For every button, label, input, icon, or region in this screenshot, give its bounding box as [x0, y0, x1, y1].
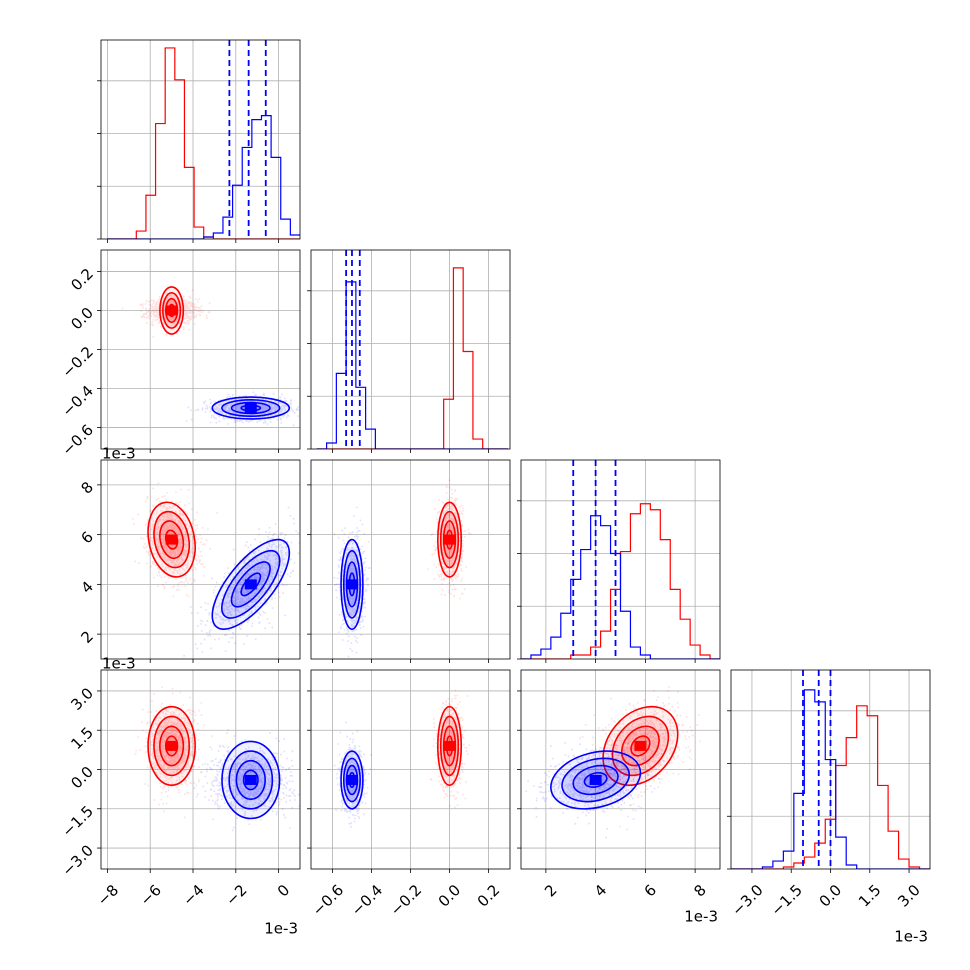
x-tick-label: 2 — [541, 881, 560, 900]
panel-frame — [730, 669, 931, 870]
panel-frame — [100, 39, 301, 240]
scatter-points-red — [579, 686, 701, 828]
y-tick-label: 8 — [78, 478, 97, 497]
y-tick-label: −1.5 — [59, 802, 97, 840]
x-tick-label: −0.2 — [387, 881, 425, 919]
density-peak-blue — [244, 579, 257, 590]
x-tick-label: −6 — [137, 881, 165, 909]
x-tick-label: −0.6 — [309, 881, 347, 919]
y-tick-label: 1.5 — [67, 724, 97, 754]
histogram-blue — [316, 281, 509, 449]
y-tick-label: −0.4 — [59, 382, 97, 420]
scale-factor-label: 1e-3 — [894, 928, 928, 946]
hist-panel-p1 — [307, 249, 511, 453]
x-tick-label: −1.5 — [767, 881, 805, 919]
histogram-blue — [521, 515, 720, 659]
panel-frame — [520, 459, 721, 660]
histogram-red — [521, 503, 720, 659]
scale-factor-label: 1e-3 — [264, 920, 298, 938]
scatter-panel-p0-p2 — [97, 459, 301, 663]
x-tick-label: 0.0 — [816, 881, 846, 911]
scatter-panel-p1-p3 — [307, 669, 511, 873]
y-tick-label: 0.2 — [67, 265, 97, 295]
density-peak-blue — [244, 403, 257, 414]
histogram-red — [107, 47, 300, 239]
scatter-panel-p0-p3 — [97, 669, 301, 873]
density-peak-blue — [345, 774, 358, 785]
panel-frame — [310, 459, 511, 660]
x-tick-label: −2 — [222, 881, 250, 909]
density-peak-red — [443, 534, 456, 545]
panel-frame — [310, 669, 511, 870]
y-tick-label: 6 — [78, 528, 97, 547]
x-tick-label: −0.4 — [348, 881, 386, 919]
hist-panel-p0 — [97, 39, 301, 243]
density-peak-blue — [589, 774, 602, 785]
density-peak-red — [165, 534, 178, 545]
x-tick-label: −4 — [179, 881, 207, 909]
x-tick-label: −8 — [94, 881, 122, 909]
y-tick-label: −0.6 — [59, 421, 97, 459]
histogram-blue — [731, 689, 930, 869]
histogram-red — [316, 267, 509, 449]
x-tick-label: −3.0 — [728, 881, 766, 919]
x-tick-label: 8 — [690, 881, 709, 900]
density-peak-blue — [244, 774, 257, 785]
y-tick-label: 0.0 — [67, 304, 97, 334]
scale-factor-label: 1e-3 — [102, 655, 136, 673]
density-peak-blue — [345, 579, 358, 590]
panel-frame — [100, 459, 301, 660]
scatter-points-blue — [333, 506, 371, 658]
panel-frame — [100, 669, 301, 870]
scale-factor-label: 1e-3 — [684, 908, 718, 926]
y-tick-label: 3.0 — [67, 684, 97, 714]
y-tick-label: 2 — [78, 627, 97, 646]
panel-frame — [310, 249, 511, 450]
density-peak-red — [165, 740, 178, 751]
x-tick-label: 0 — [274, 881, 293, 900]
x-tick-label: 0.0 — [435, 881, 465, 911]
scatter-panel-p0-p1 — [97, 249, 301, 453]
scatter-panel-p1-p2 — [307, 459, 511, 663]
x-tick-label: 0.2 — [474, 881, 504, 911]
x-tick-label: 3.0 — [894, 881, 924, 911]
histogram-red — [731, 705, 930, 869]
histogram-blue — [107, 115, 300, 239]
panel-frame — [520, 669, 721, 870]
hist-panel-p2 — [517, 459, 721, 663]
y-tick-label: 0.0 — [67, 763, 97, 793]
y-tick-label: 4 — [78, 578, 97, 597]
x-tick-label: 1.5 — [855, 881, 885, 911]
density-peak-red — [634, 740, 647, 751]
density-peak-red — [165, 305, 178, 316]
scatter-panel-p2-p3 — [517, 669, 721, 873]
density-peak-red — [443, 740, 456, 751]
scale-factor-label: 1e-3 — [102, 445, 136, 463]
y-tick-label: −0.2 — [59, 343, 97, 381]
x-tick-label: 4 — [591, 881, 610, 900]
y-tick-label: −3.0 — [59, 841, 97, 879]
hist-panel-p3 — [727, 669, 931, 873]
tick-labels: −8 −6 −4 −2 0 −0.6 −0.4 −0.2 0.0 0.2 2 4 6 8 −3.0 −1.5 0… — [59, 265, 928, 946]
x-tick-label: 6 — [641, 881, 660, 900]
panel-frame — [100, 249, 301, 450]
